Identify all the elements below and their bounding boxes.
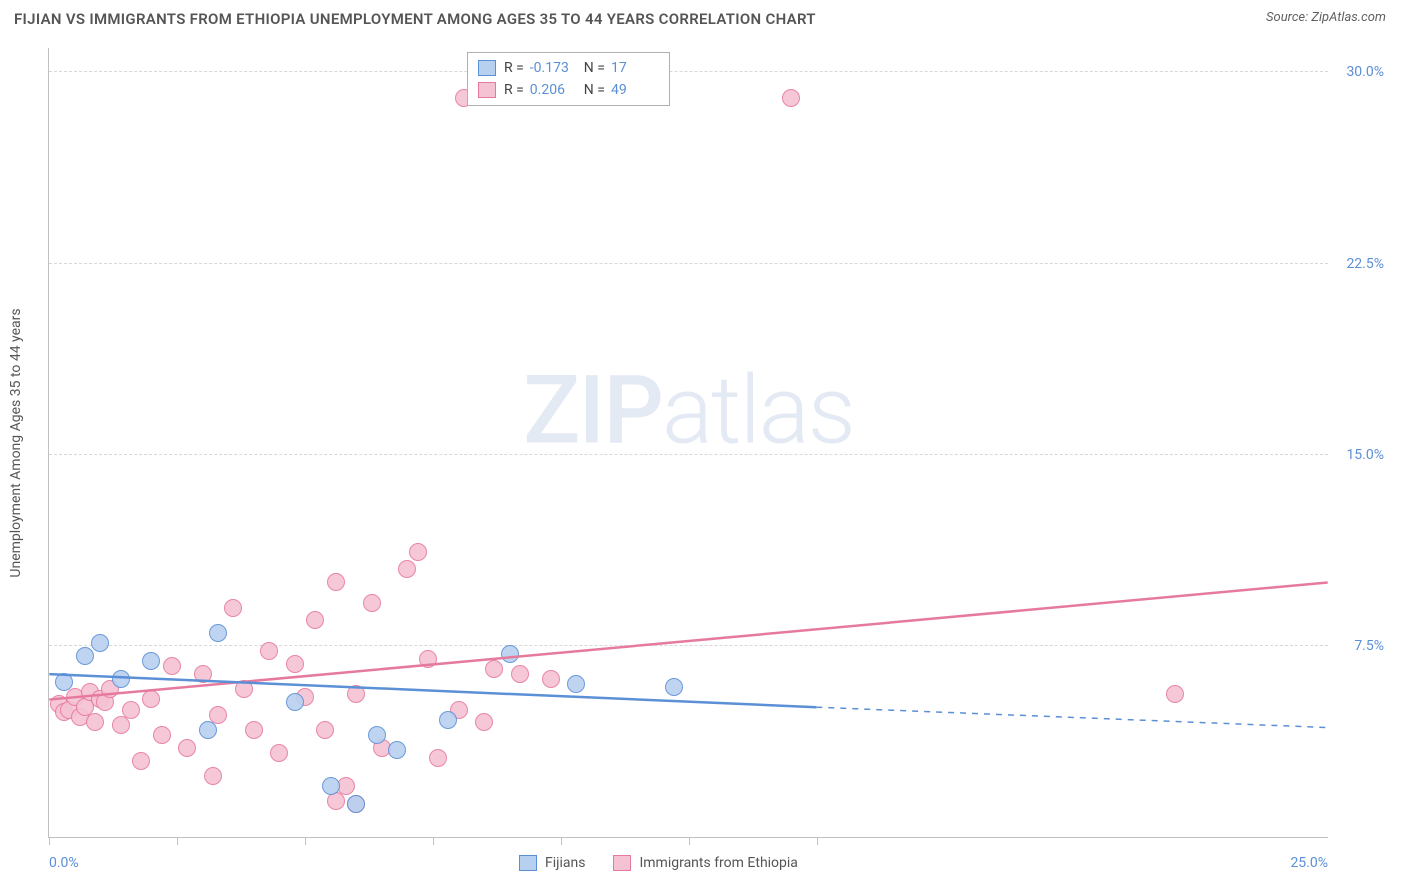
scatter-point-ethiopia xyxy=(245,721,263,739)
x-tick xyxy=(817,837,818,845)
x-tick xyxy=(433,837,434,845)
scatter-point-ethiopia xyxy=(178,739,196,757)
x-tick xyxy=(305,837,306,845)
x-tick-label-max: 25.0% xyxy=(1290,855,1328,871)
watermark-atlas: atlas xyxy=(662,355,854,466)
scatter-point-ethiopia xyxy=(194,665,212,683)
scatter-point-ethiopia xyxy=(363,594,381,612)
scatter-point-ethiopia xyxy=(306,611,324,629)
scatter-point-ethiopia xyxy=(316,721,334,739)
x-tick xyxy=(177,837,178,845)
scatter-point-ethiopia xyxy=(142,690,160,708)
scatter-point-fijians xyxy=(665,678,683,696)
scatter-point-ethiopia xyxy=(1166,685,1184,703)
scatter-point-ethiopia xyxy=(270,744,288,762)
scatter-point-fijians xyxy=(76,647,94,665)
scatter-point-ethiopia xyxy=(419,650,437,668)
r-value-ethiopia: 0.206 xyxy=(530,82,578,98)
x-tick xyxy=(689,837,690,845)
scatter-point-fijians xyxy=(388,741,406,759)
chart-container: Unemployment Among Ages 35 to 44 years Z… xyxy=(48,48,1368,838)
r-label: R = xyxy=(504,82,524,98)
gridline xyxy=(49,263,1328,264)
scatter-point-ethiopia xyxy=(347,685,365,703)
scatter-point-ethiopia xyxy=(542,670,560,688)
swatch-ethiopia-icon xyxy=(613,855,631,871)
scatter-point-fijians xyxy=(286,693,304,711)
x-tick-label-min: 0.0% xyxy=(49,855,79,871)
scatter-point-ethiopia xyxy=(122,701,140,719)
r-value-fijians: -0.173 xyxy=(530,60,578,76)
scatter-point-fijians xyxy=(347,795,365,813)
r-label: R = xyxy=(504,60,524,76)
scatter-point-fijians xyxy=(209,624,227,642)
scatter-point-ethiopia xyxy=(86,713,104,731)
scatter-point-fijians xyxy=(199,721,217,739)
scatter-point-fijians xyxy=(368,726,386,744)
y-axis-label: Unemployment Among Ages 35 to 44 years xyxy=(8,308,24,577)
watermark: ZIPatlas xyxy=(523,355,854,466)
correlation-legend: R = -0.173 N = 17 R = 0.206 N = 49 xyxy=(467,52,670,106)
legend-label-ethiopia: Immigrants from Ethiopia xyxy=(639,855,797,871)
swatch-fijians-icon xyxy=(519,855,537,871)
gridline xyxy=(49,645,1328,646)
scatter-point-fijians xyxy=(91,634,109,652)
scatter-point-ethiopia xyxy=(112,716,130,734)
series-legend: Fijians Immigrants from Ethiopia xyxy=(519,855,798,871)
scatter-point-ethiopia xyxy=(475,713,493,731)
plot-area: ZIPatlas 7.5%15.0%22.5%30.0% R = -0.173 … xyxy=(48,48,1328,838)
scatter-point-ethiopia xyxy=(511,665,529,683)
scatter-point-ethiopia xyxy=(398,560,416,578)
scatter-point-fijians xyxy=(439,711,457,729)
y-tick-label: 30.0% xyxy=(1346,64,1384,80)
trend-lines xyxy=(49,48,1328,837)
swatch-fijians xyxy=(478,60,496,76)
scatter-point-ethiopia xyxy=(337,777,355,795)
legend-item-fijians: Fijians xyxy=(519,855,585,871)
legend-item-ethiopia: Immigrants from Ethiopia xyxy=(613,855,797,871)
scatter-point-ethiopia xyxy=(286,655,304,673)
scatter-point-ethiopia xyxy=(235,680,253,698)
swatch-ethiopia xyxy=(478,82,496,98)
n-value-fijians: 17 xyxy=(611,60,659,76)
scatter-point-ethiopia xyxy=(409,543,427,561)
legend-label-fijians: Fijians xyxy=(545,855,585,871)
n-label: N = xyxy=(584,82,605,98)
gridline xyxy=(49,71,1328,72)
correlation-row-fijians: R = -0.173 N = 17 xyxy=(478,57,659,79)
scatter-point-ethiopia xyxy=(327,573,345,591)
scatter-point-fijians xyxy=(112,670,130,688)
scatter-point-ethiopia xyxy=(153,726,171,744)
gridline xyxy=(49,454,1328,455)
scatter-point-fijians xyxy=(322,777,340,795)
x-tick xyxy=(561,837,562,845)
scatter-point-fijians xyxy=(142,652,160,670)
scatter-point-fijians xyxy=(501,645,519,663)
scatter-point-ethiopia xyxy=(260,642,278,660)
n-value-ethiopia: 49 xyxy=(611,82,659,98)
y-tick-label: 15.0% xyxy=(1346,447,1384,463)
scatter-point-ethiopia xyxy=(429,749,447,767)
chart-title: FIJIAN VS IMMIGRANTS FROM ETHIOPIA UNEMP… xyxy=(14,10,816,28)
source-attribution: Source: ZipAtlas.com xyxy=(1266,10,1386,25)
scatter-point-ethiopia xyxy=(485,660,503,678)
scatter-point-ethiopia xyxy=(782,89,800,107)
scatter-point-ethiopia xyxy=(132,752,150,770)
n-label: N = xyxy=(584,60,605,76)
scatter-point-ethiopia xyxy=(224,599,242,617)
y-tick-label: 7.5% xyxy=(1354,638,1384,654)
watermark-zip: ZIP xyxy=(523,355,662,466)
scatter-point-ethiopia xyxy=(204,767,222,785)
scatter-point-ethiopia xyxy=(163,657,181,675)
scatter-point-fijians xyxy=(567,675,585,693)
scatter-point-fijians xyxy=(55,673,73,691)
y-tick-label: 22.5% xyxy=(1346,256,1384,272)
x-tick xyxy=(49,837,50,845)
correlation-row-ethiopia: R = 0.206 N = 49 xyxy=(478,79,659,101)
